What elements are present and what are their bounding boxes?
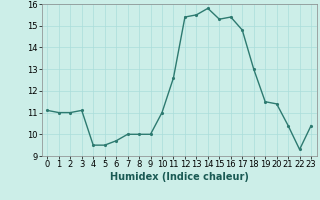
- X-axis label: Humidex (Indice chaleur): Humidex (Indice chaleur): [110, 172, 249, 182]
